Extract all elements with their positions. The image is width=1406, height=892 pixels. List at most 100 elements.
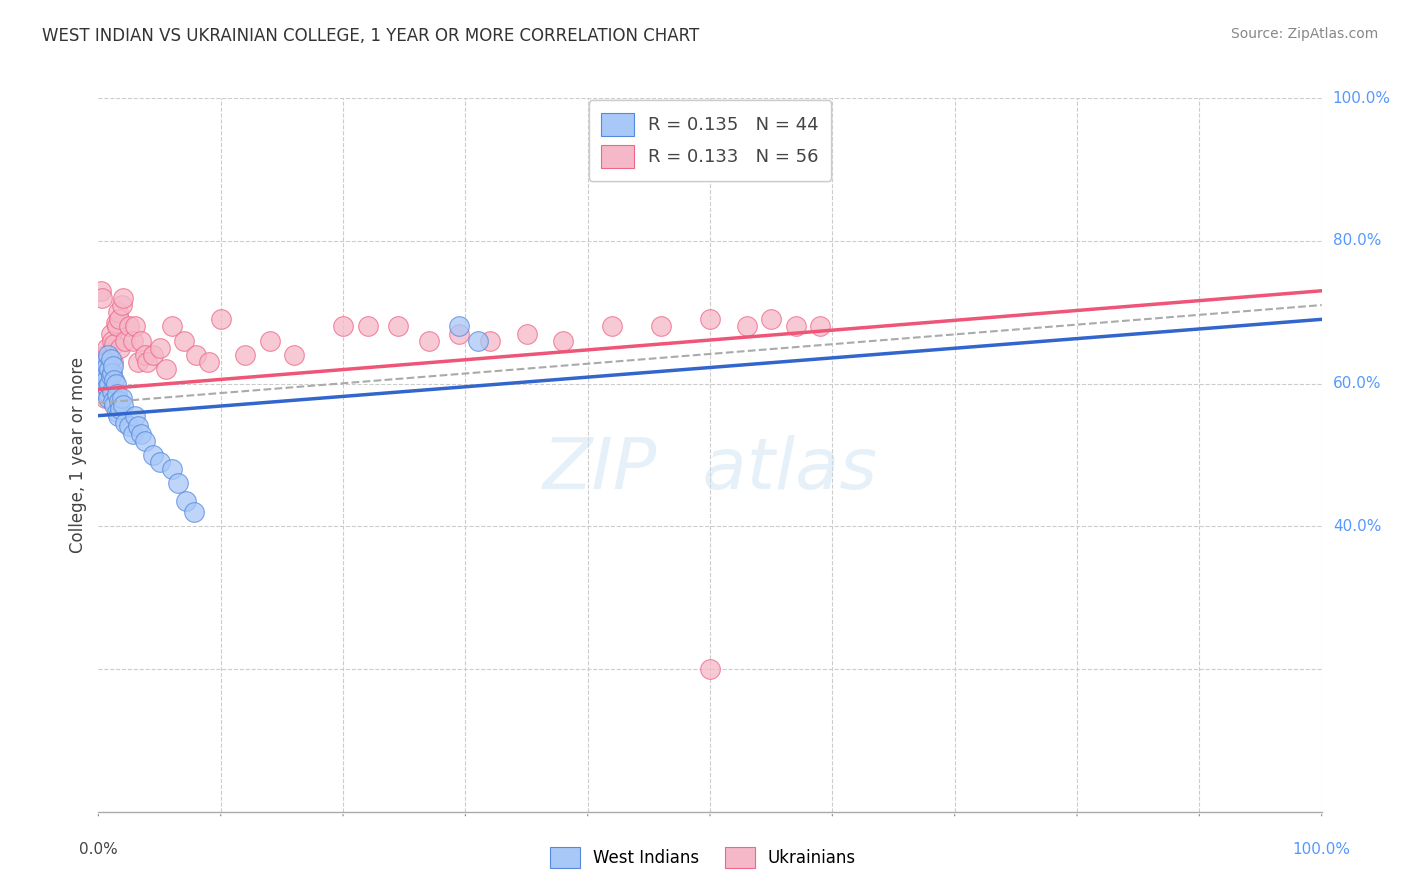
Y-axis label: College, 1 year or more: College, 1 year or more: [69, 357, 87, 553]
Point: [167, 476, 190, 491]
Point: [186, 348, 208, 362]
Point: [105, 405, 128, 419]
Point: [121, 334, 143, 348]
Point: [97, 348, 120, 362]
Point: [467, 334, 489, 348]
Text: 80.0%: 80.0%: [1333, 234, 1381, 248]
Point: [98, 376, 121, 391]
Point: [699, 662, 721, 676]
Point: [110, 401, 132, 416]
Text: ZIP  atlas: ZIP atlas: [543, 434, 877, 504]
Point: [107, 305, 129, 319]
Point: [108, 312, 131, 326]
Point: [142, 348, 165, 362]
Text: 0.0%: 0.0%: [79, 842, 118, 857]
Point: [90, 362, 112, 376]
Point: [134, 348, 156, 362]
Point: [118, 319, 141, 334]
Point: [94, 369, 117, 384]
Text: 40.0%: 40.0%: [1333, 519, 1381, 533]
Point: [111, 298, 134, 312]
Point: [104, 316, 127, 330]
Point: [101, 366, 124, 380]
Point: [197, 355, 219, 369]
Point: [118, 419, 141, 434]
Point: [127, 355, 149, 369]
Point: [105, 319, 128, 334]
Point: [98, 359, 121, 373]
Point: [650, 319, 672, 334]
Point: [387, 319, 409, 334]
Point: [129, 426, 152, 441]
Point: [94, 373, 117, 387]
Point: [155, 362, 177, 376]
Point: [91, 376, 114, 391]
Point: [160, 319, 183, 334]
Point: [124, 409, 146, 423]
Point: [418, 334, 440, 348]
Point: [100, 369, 122, 384]
Point: [149, 455, 172, 469]
Point: [93, 355, 115, 369]
Point: [101, 384, 124, 398]
Point: [209, 312, 232, 326]
Point: [233, 348, 256, 362]
Point: [96, 359, 118, 373]
Point: [101, 394, 124, 409]
Text: 100.0%: 100.0%: [1292, 842, 1351, 857]
Text: 60.0%: 60.0%: [1333, 376, 1381, 391]
Point: [142, 448, 165, 462]
Point: [283, 348, 305, 362]
Point: [100, 326, 122, 341]
Point: [114, 416, 136, 430]
Point: [105, 387, 128, 401]
Point: [107, 409, 129, 423]
Point: [104, 376, 127, 391]
Point: [515, 326, 537, 341]
Point: [149, 341, 172, 355]
Point: [259, 334, 281, 348]
Point: [91, 376, 114, 391]
Point: [134, 434, 156, 448]
Point: [553, 334, 575, 348]
Point: [761, 312, 783, 326]
Point: [176, 494, 198, 508]
Text: WEST INDIAN VS UKRAINIAN COLLEGE, 1 YEAR OR MORE CORRELATION CHART: WEST INDIAN VS UKRAINIAN COLLEGE, 1 YEAR…: [42, 27, 699, 45]
Point: [103, 373, 125, 387]
Point: [103, 337, 125, 351]
Point: [808, 319, 831, 334]
Point: [136, 355, 159, 369]
Point: [127, 419, 149, 434]
Point: [93, 391, 115, 405]
Point: [110, 341, 132, 355]
Point: [91, 291, 114, 305]
Point: [96, 341, 118, 355]
Text: Source: ZipAtlas.com: Source: ZipAtlas.com: [1230, 27, 1378, 41]
Text: 100.0%: 100.0%: [1333, 91, 1391, 105]
Point: [97, 351, 120, 366]
Point: [96, 380, 118, 394]
Point: [97, 380, 120, 394]
Point: [114, 334, 136, 348]
Point: [160, 462, 183, 476]
Point: [699, 312, 721, 326]
Point: [183, 505, 205, 519]
Point: [356, 319, 378, 334]
Point: [93, 384, 115, 398]
Point: [785, 319, 807, 334]
Point: [101, 355, 124, 369]
Point: [111, 391, 134, 405]
Point: [93, 348, 115, 362]
Point: [478, 334, 501, 348]
Point: [121, 426, 143, 441]
Point: [94, 366, 117, 380]
Point: [100, 351, 122, 366]
Point: [173, 334, 195, 348]
Legend: R = 0.135   N = 44, R = 0.133   N = 56: R = 0.135 N = 44, R = 0.133 N = 56: [589, 100, 831, 181]
Point: [101, 334, 124, 348]
Point: [111, 398, 134, 412]
Point: [90, 284, 112, 298]
Point: [449, 326, 471, 341]
Point: [91, 369, 114, 384]
Point: [124, 319, 146, 334]
